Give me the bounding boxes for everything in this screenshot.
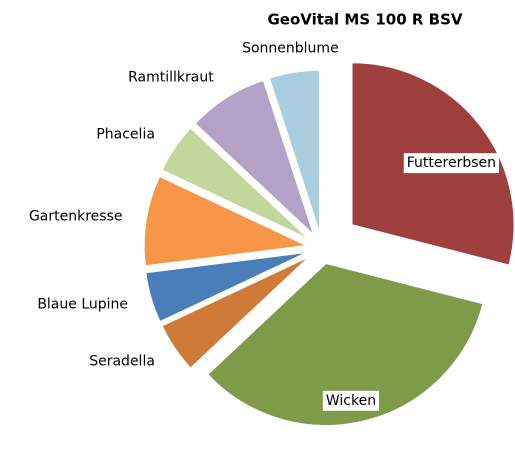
pie-slice <box>161 127 310 240</box>
pie-slice <box>268 69 320 233</box>
slice-label: Gartenkresse <box>29 208 123 224</box>
pie-slice <box>207 262 484 426</box>
slice-label: Futtererbsen <box>407 155 496 171</box>
pie-slice <box>194 79 314 235</box>
pie-slice <box>145 251 307 323</box>
chart-title: GeoVital MS 100 R BSV <box>267 11 462 29</box>
label-box <box>322 390 380 411</box>
pie-slice <box>161 256 310 369</box>
pie-slice <box>143 175 308 267</box>
slice-label: Blaue Lupine <box>37 296 128 312</box>
slice-label: Sonnenblume <box>242 40 339 56</box>
slice-label: Seradella <box>89 354 155 370</box>
slice-label: Wicken <box>326 393 376 409</box>
label-box <box>403 153 500 174</box>
slice-label: Ramtillkraut <box>128 69 214 85</box>
slice-label: Phacelia <box>96 126 155 142</box>
